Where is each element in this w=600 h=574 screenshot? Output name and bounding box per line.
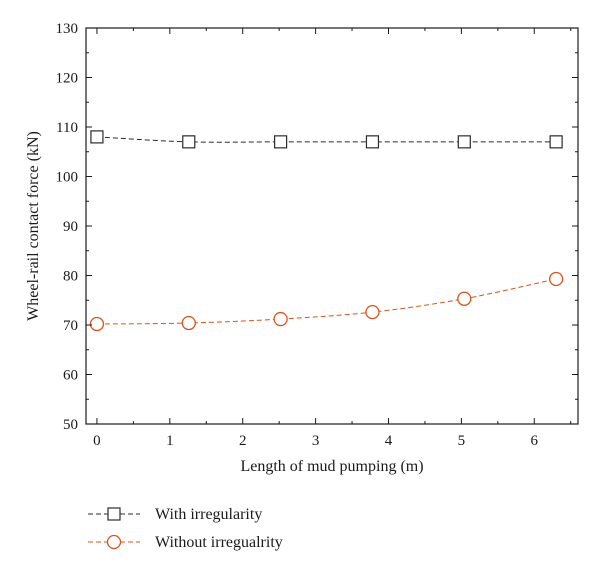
plot-frame — [85, 27, 579, 425]
square-marker — [274, 135, 288, 149]
series-line — [96, 278, 557, 325]
legend-item-2: Without irregualrity — [88, 534, 283, 551]
legend-marker — [106, 534, 122, 550]
y-tick-label: 60 — [63, 368, 78, 384]
square-marker — [365, 135, 380, 149]
y-tick-label: 100 — [56, 170, 79, 186]
legend-label: Without irregualrity — [155, 534, 283, 551]
axes: 50 60 70 80 90 100 110 120 130 0 1 2 3 4 5 6 — [56, 21, 579, 449]
series-1 — [90, 130, 563, 149]
y-tick-label: 130 — [56, 21, 79, 37]
x-axis-label: Length of mud pumping (m) — [240, 458, 423, 475]
y-tick-label: 110 — [56, 120, 78, 136]
circle-marker — [181, 315, 196, 331]
x-tick-label: 4 — [385, 433, 393, 449]
x-tick-label: 2 — [239, 433, 247, 449]
x-tick-label: 5 — [458, 433, 466, 449]
legend: With irregularity Without irregualrity — [88, 506, 283, 551]
square-marker — [90, 130, 104, 144]
legend-marker — [107, 507, 121, 521]
square-marker — [457, 135, 471, 149]
x-tick-label: 0 — [93, 433, 101, 449]
y-tick-label: 120 — [56, 71, 79, 87]
series-line — [96, 136, 557, 143]
circle-marker — [548, 271, 564, 287]
y-axis-label: Wheel-rail contact force (kN) — [25, 131, 42, 321]
x-tick-label: 1 — [166, 433, 174, 449]
plot-area — [89, 130, 564, 332]
circle-marker — [89, 316, 105, 332]
x-tick-label: 6 — [531, 433, 539, 449]
circle-marker — [365, 304, 380, 320]
square-marker — [549, 135, 563, 149]
series-2 — [89, 271, 564, 332]
legend-item-1: With irregularity — [88, 506, 262, 523]
circle-marker — [457, 291, 472, 306]
y-tick-label: 50 — [63, 417, 78, 433]
y-tick-label: 90 — [63, 219, 78, 235]
legend-label: With irregularity — [155, 506, 262, 523]
y-tick-label: 80 — [63, 269, 78, 285]
square-marker — [182, 135, 196, 149]
x-tick-label: 3 — [312, 433, 320, 449]
y-tick-label: 70 — [63, 318, 78, 334]
circle-marker — [273, 311, 288, 327]
